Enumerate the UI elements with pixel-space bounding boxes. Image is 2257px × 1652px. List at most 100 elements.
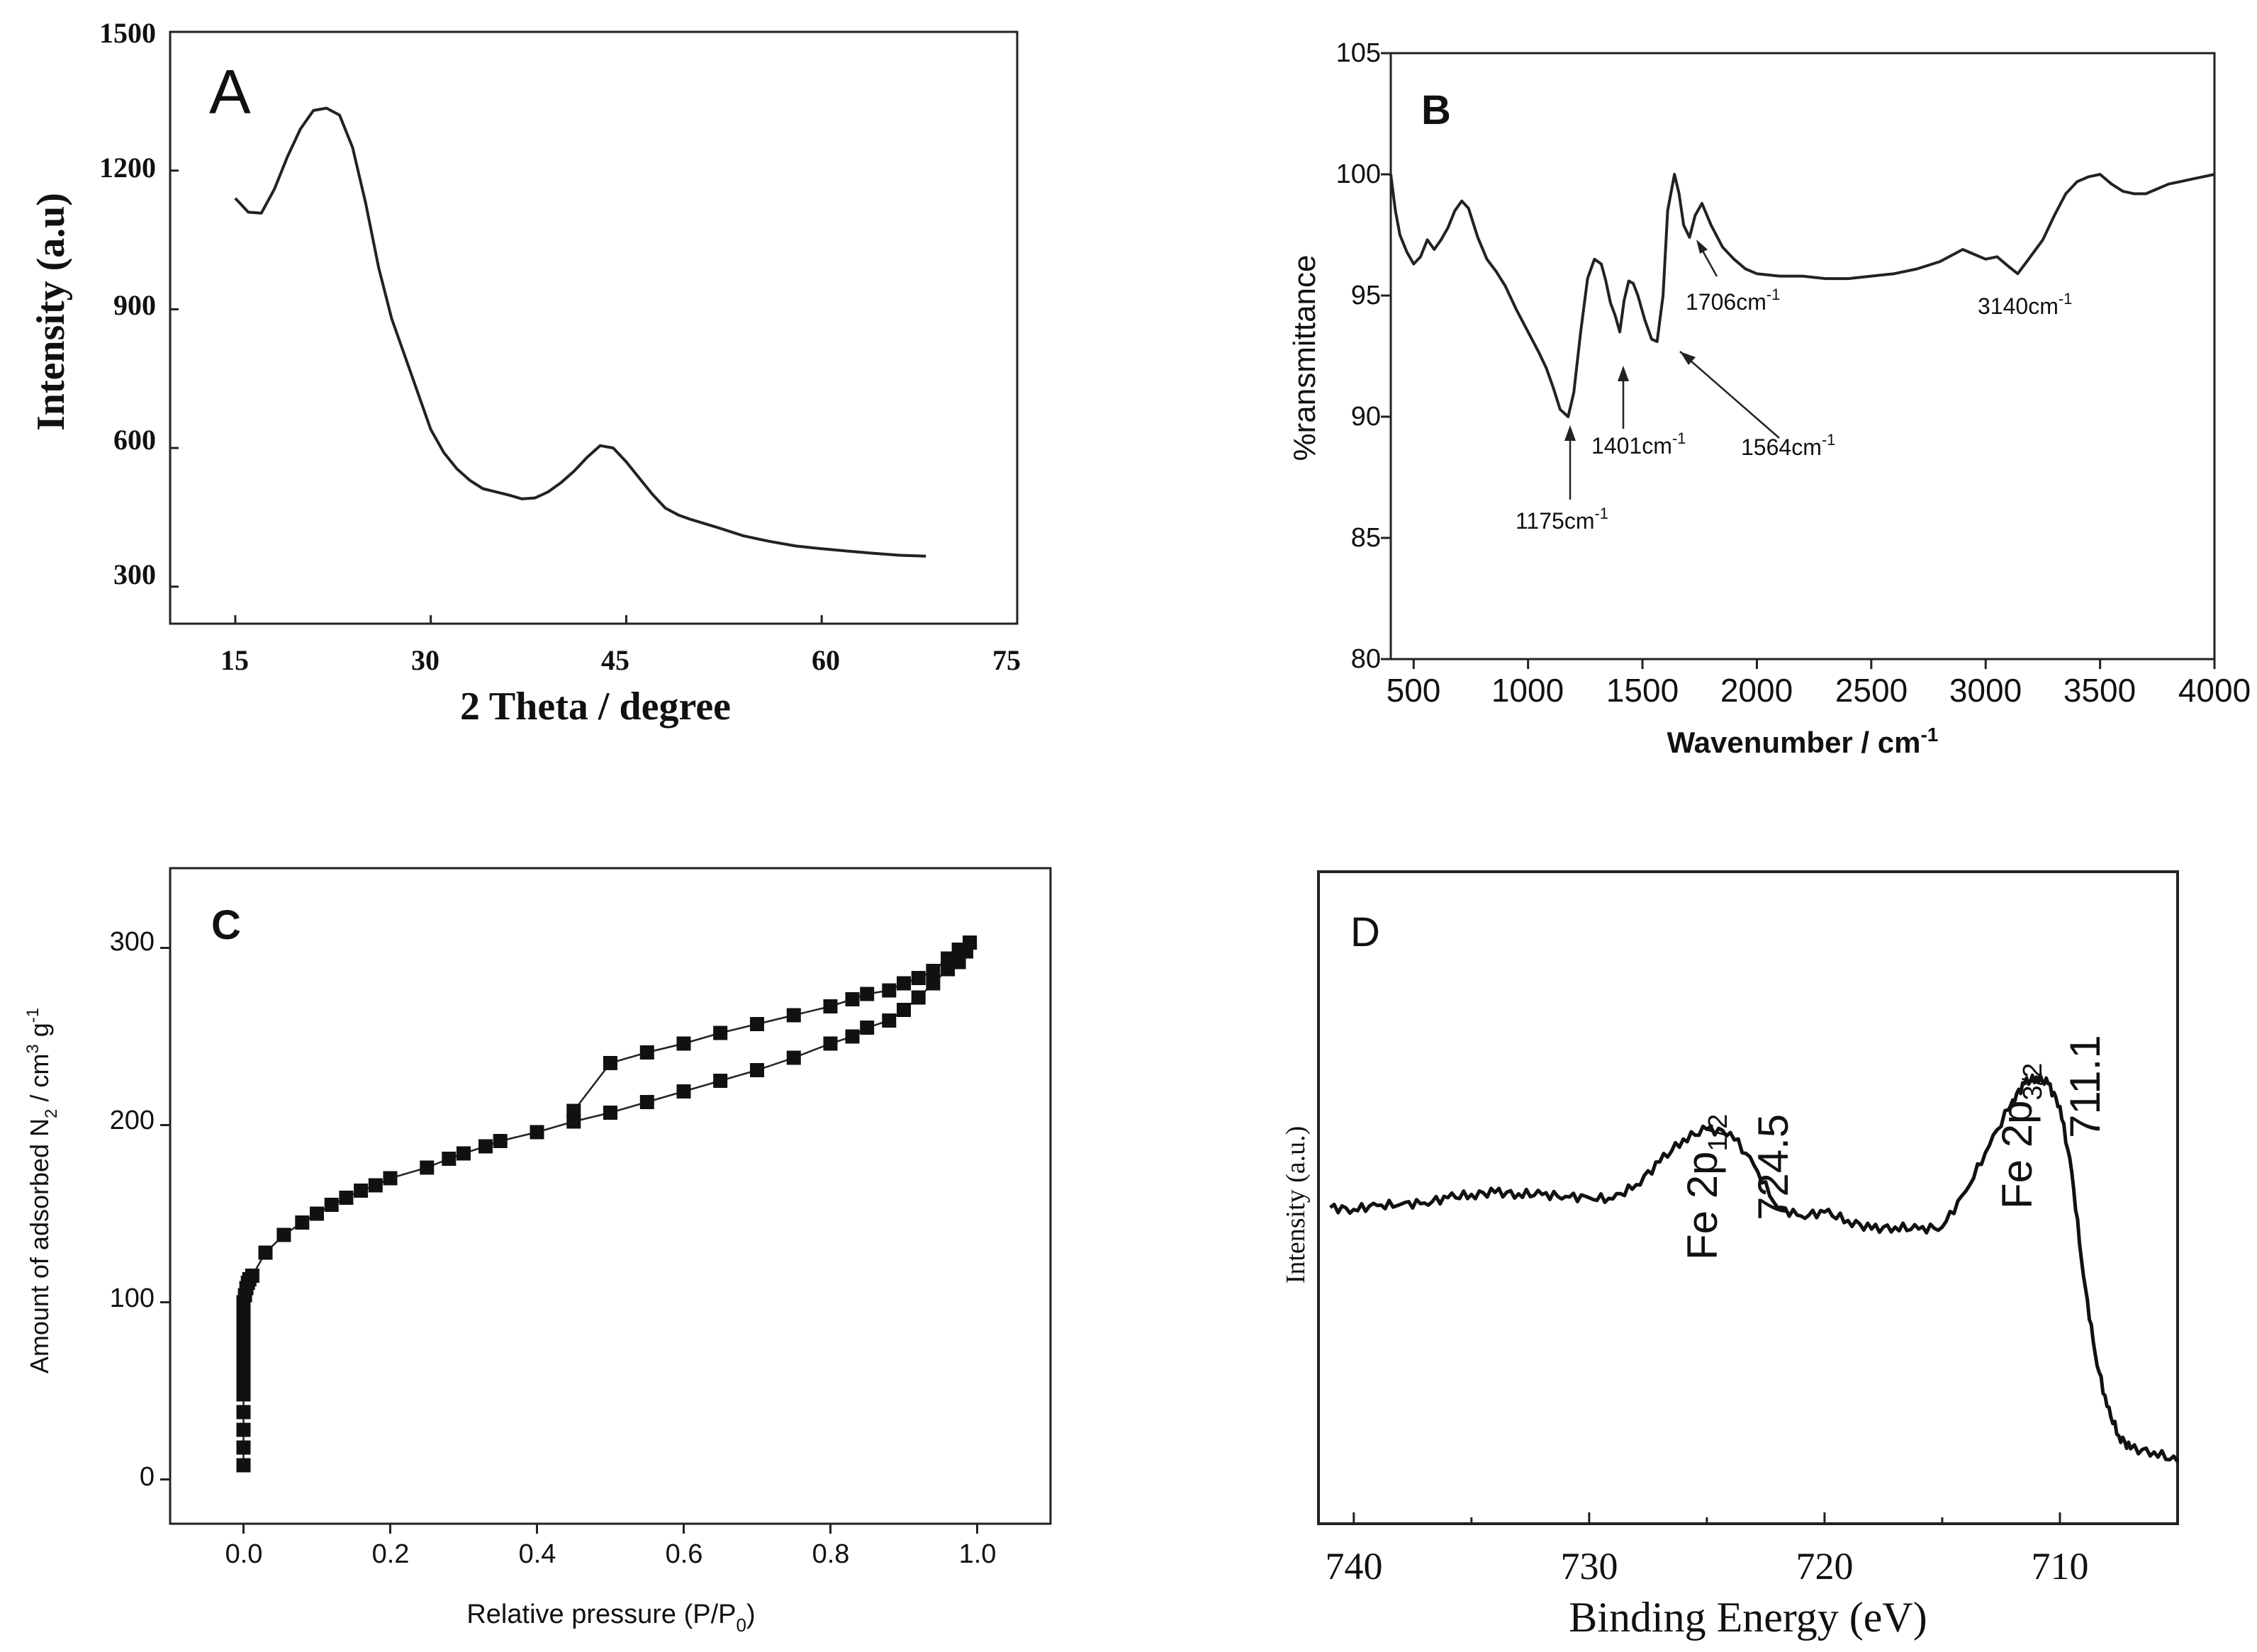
a-ytick-label-2: 600: [113, 424, 156, 456]
d-xtick-label-4: 710: [2032, 1545, 2089, 1588]
b-annotation-1401-arrowhead: [1618, 366, 1629, 381]
b-annotation-1175-text: 1175cm: [1516, 508, 1594, 534]
b-ytick-label-1: 80: [1351, 644, 1381, 674]
panel-b-ticks: [1381, 52, 2216, 669]
b-xtick-label-4: 2000: [1720, 672, 1793, 709]
c-marker-ads-6: [236, 1373, 251, 1388]
c-marker-ads-32: [493, 1134, 508, 1148]
c-marker-ads-28: [420, 1160, 435, 1175]
c-marker-ads-24: [339, 1191, 354, 1205]
d-annotation-fe2p12-sub: 1/2: [1703, 1114, 1733, 1152]
c-marker-des-6: [897, 976, 911, 991]
c-xtick-label-1: 0.0: [225, 1539, 263, 1569]
c-marker-ads-1: [236, 1458, 251, 1473]
d-annotation-fe2p12: Fe 2p1/2 724.5: [1679, 1114, 1797, 1260]
b-x-axis-label: Wavenumber / cm-1: [1667, 724, 1939, 759]
a-ytick-label-5: 1500: [99, 17, 156, 49]
c-marker-des-9: [845, 992, 860, 1006]
d-annotation-fe2p32-label: Fe 2p3/2: [1993, 1063, 2048, 1209]
b-xtick-label-8: 4000: [2178, 672, 2251, 709]
b-annotation-3140: 3140cm-1: [1978, 290, 2072, 319]
panel-a-y-tick-labels: 300 600 900 1200 1500: [99, 17, 156, 590]
d-x-axis-label: Binding Energy (eV): [1569, 1594, 1927, 1641]
panel-c-ticks: [160, 947, 978, 1534]
c-marker-des-14: [676, 1036, 691, 1051]
c-marker-ads-40: [786, 1050, 801, 1065]
c-marker-ads-18: [245, 1269, 259, 1283]
b-annotation-1706-label: 1706cm-1: [1686, 286, 1780, 315]
c-xtick-label-5: 0.8: [812, 1539, 850, 1569]
b-annotation-3140-sup: -1: [2059, 290, 2073, 308]
c-marker-ads-19: [258, 1245, 273, 1260]
b-annotation-3140-text: 3140cm: [1978, 293, 2059, 319]
panel-d-x-tick-labels: 740 730 720 710: [1326, 1545, 2089, 1588]
panel-a-frame: [169, 30, 1019, 625]
c-marker-des-15: [639, 1045, 654, 1060]
b-ytick-label-6: 105: [1336, 38, 1381, 68]
b-ytick-label-2: 85: [1351, 523, 1381, 553]
c-marker-des-5: [911, 971, 926, 985]
c-marker-ads-21: [295, 1215, 310, 1230]
d-annotation-fe2p32-text: Fe 2p: [1993, 1101, 2041, 1209]
c-marker-des-3: [941, 951, 956, 966]
c-marker-ads-45: [897, 1003, 911, 1017]
b-annotation-1564-text: 1564cm: [1741, 434, 1822, 460]
d-y-axis-label: Intensity (a.u.): [1281, 1126, 1311, 1284]
c-marker-ads-27: [383, 1171, 398, 1186]
panel-c-y-tick-labels: 0 100 200 300: [110, 927, 155, 1492]
b-annotation-1564-sup: -1: [1822, 431, 1836, 449]
c-y-axis-label-mid: / cm: [25, 1054, 54, 1109]
c-marker-ads-33: [530, 1125, 544, 1140]
b-annotation-1564: 1564cm-1: [1679, 351, 1835, 460]
a-ytick-label-3: 900: [113, 289, 156, 321]
c-y-axis-label-sub: 2: [42, 1109, 61, 1118]
c-marker-ads-42: [845, 1029, 860, 1044]
d-annotation-fe2p12-text: Fe 2p: [1679, 1152, 1726, 1260]
b-ytick-label-3: 90: [1351, 402, 1381, 432]
c-y-axis-label-text: Amount of adsorbed N: [25, 1118, 54, 1373]
b-annotation-1401-label: 1401cm-1: [1591, 429, 1686, 459]
b-annotation-1706-sup: -1: [1766, 286, 1781, 303]
c-x-axis-label-text: Relative pressure (P/P: [466, 1600, 736, 1629]
c-marker-ads-26: [368, 1178, 383, 1193]
b-annotation-1706: 1706cm-1: [1686, 240, 1780, 315]
b-xtick-label-2: 1000: [1491, 672, 1564, 709]
c-marker-ads-46: [911, 990, 926, 1005]
b-y-axis-label: %ransmittance: [1287, 254, 1322, 461]
panel-c-x-tick-labels: 0.0 0.2 0.4 0.6 0.8 1.0: [225, 1539, 997, 1569]
panel-b: 500 1000 1500 2000 2500 3000 3500 4000 8…: [1287, 38, 2251, 759]
c-y-axis-label: Amount of adsorbed N2 / cm3 g-1: [23, 1008, 61, 1373]
b-annotation-1564-label: 1564cm-1: [1741, 431, 1835, 460]
c-xtick-label-2: 0.2: [372, 1539, 410, 1569]
c-marker-des-8: [860, 987, 875, 1001]
a-xtick-label-4: 60: [812, 644, 840, 676]
c-marker-des-1: [963, 935, 978, 950]
b-annotation-1401-sup: -1: [1672, 429, 1686, 447]
d-annotation-fe2p12-label: Fe 2p1/2: [1679, 1114, 1733, 1260]
c-marker-ads-41: [823, 1036, 838, 1051]
a-ytick-label-1: 300: [113, 558, 156, 590]
panel-d-ticks: [1352, 1512, 2061, 1524]
a-y-axis-label: Intensity (a.u): [29, 193, 73, 431]
c-marker-des-10: [823, 999, 838, 1013]
b-xtick-label-6: 3000: [1949, 672, 2022, 709]
c-marker-des-4: [926, 964, 941, 978]
d-xtick-label-2: 730: [1561, 1545, 1618, 1588]
b-annotation-1175-sup: -1: [1594, 505, 1608, 522]
c-marker-des-13: [713, 1026, 728, 1040]
panel-c-frame: [169, 867, 1052, 1525]
b-annotation-1175: 1175cm-1: [1516, 425, 1608, 534]
b-xtick-label-7: 3500: [2063, 672, 2136, 709]
panel-c: 0.0 0.2 0.4 0.6 0.8 1.0 0 100 200 300 Re…: [23, 867, 1052, 1636]
c-xtick-label-6: 1.0: [959, 1539, 997, 1569]
b-xtick-label-5: 2500: [1835, 672, 1908, 709]
c-ytick-label-4: 300: [110, 927, 155, 957]
d-xtick-label-1: 740: [1326, 1545, 1383, 1588]
c-marker-ads-39: [750, 1063, 764, 1077]
a-xtick-label-5: 75: [992, 644, 1021, 676]
d-series-line-xps: [1329, 1073, 2180, 1463]
c-y-axis-label-mid2: g: [25, 1023, 54, 1044]
b-x-axis-label-text: Wavenumber / cm: [1667, 726, 1921, 759]
c-marker-des-7: [882, 983, 897, 998]
